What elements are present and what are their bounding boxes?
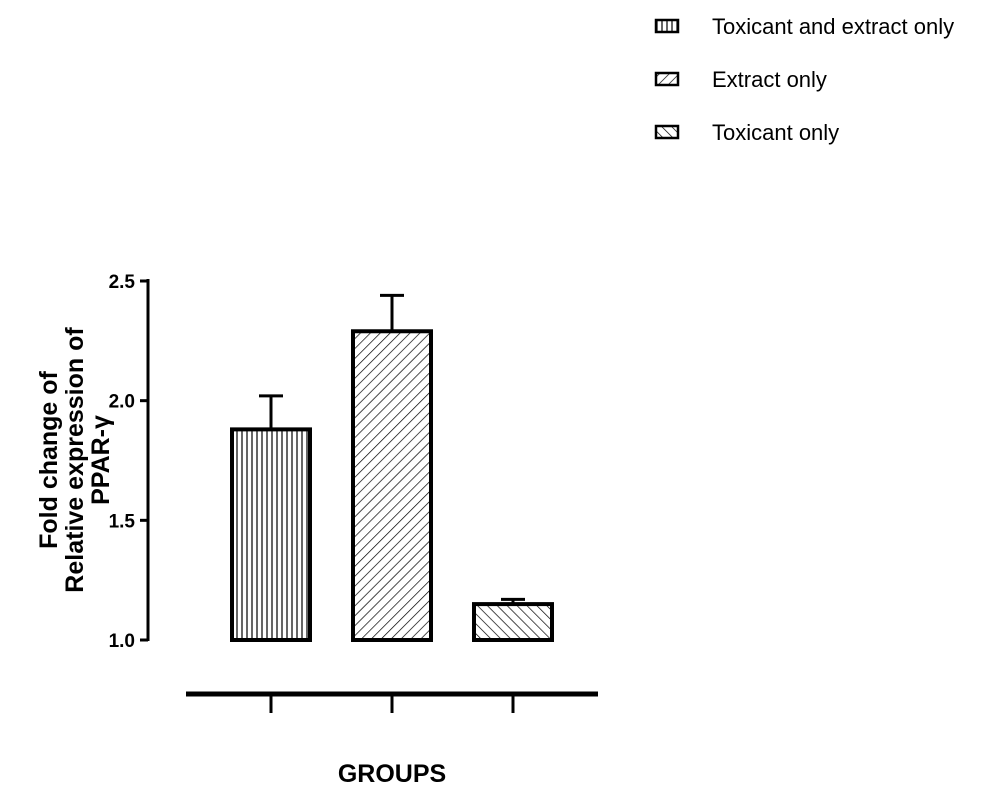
y-tick-label: 2.5 [109, 272, 136, 293]
bar [472, 602, 554, 642]
bars [230, 293, 554, 642]
bar [230, 427, 312, 642]
x-axis-title: GROUPS [338, 760, 446, 786]
y-tick-label: 2.0 [109, 392, 135, 413]
legend-swatch [654, 71, 680, 87]
y-tick-label: 1.5 [109, 511, 136, 532]
y-axis-title-line: Relative expression of [61, 327, 89, 593]
legend-label: Toxicant and extract only [712, 14, 954, 39]
legend-swatch [654, 18, 680, 34]
y-axis: 1.0 1.5 2.0 2.5 [109, 272, 150, 652]
y-axis-title-line: Fold change of [35, 370, 63, 548]
y-axis-title: Fold change ofRelative expression ofPPAR… [35, 327, 115, 593]
legend-label: Toxicant only [712, 120, 839, 145]
x-axis [186, 691, 598, 713]
legend-label: Extract only [712, 67, 827, 92]
y-axis-title-line: PPAR-γ [87, 415, 115, 505]
legend: Toxicant and extract only Extract only Tox… [654, 14, 954, 145]
y-tick-label: 1.0 [109, 631, 135, 652]
legend-swatch [654, 124, 680, 140]
bar [351, 329, 433, 642]
